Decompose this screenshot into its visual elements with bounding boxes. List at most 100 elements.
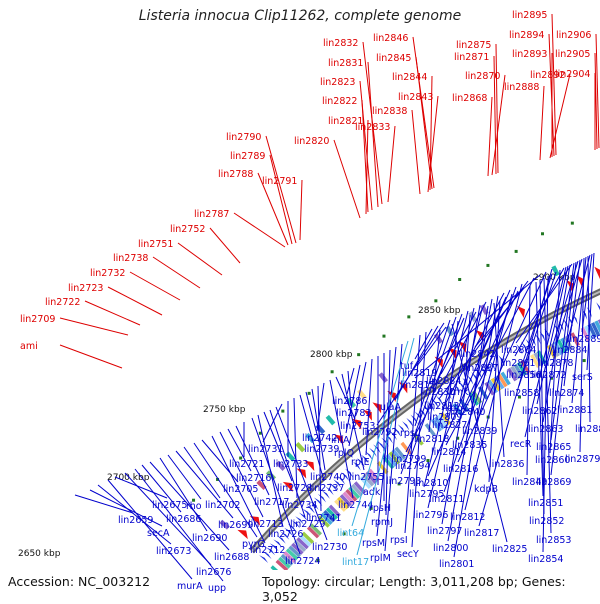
reverse-category-block	[306, 526, 320, 539]
reverse-leader-line	[441, 304, 481, 525]
forward-leader-line	[257, 172, 289, 246]
forward-leader-line	[265, 135, 297, 244]
reverse-gene-label: lin2817	[464, 528, 499, 539]
reverse-leader-line	[526, 284, 531, 476]
reverse-gene-label: lin2862	[522, 406, 557, 417]
reverse-gene-label: lin2797	[427, 526, 462, 537]
forward-gene-label: lin2833	[355, 122, 390, 133]
reverse-leader-line	[586, 252, 595, 371]
reverse-leader-line	[515, 263, 573, 344]
reverse-leader-line	[552, 258, 583, 357]
reverse-leader-line	[293, 397, 298, 499]
reverse-leader-line	[441, 292, 505, 411]
reverse-gene-arrow	[280, 531, 290, 540]
reverse-leader-line	[416, 326, 447, 367]
reverse-gene-label: lin2874	[549, 388, 584, 399]
forward-gene-label: lin2868	[452, 93, 487, 104]
reverse-gene-arrow	[291, 520, 301, 529]
reverse-leader-line	[329, 379, 354, 499]
forward-leader-line	[129, 271, 181, 301]
reverse-gene-arrow	[393, 427, 402, 438]
reverse-category-block	[323, 509, 336, 523]
forward-gene-label: lin2732	[90, 268, 125, 279]
reverse-gene-label: secY	[397, 549, 419, 560]
inner-marker	[369, 506, 373, 510]
forward-gene-label: lin2893	[512, 49, 547, 60]
reverse-leader-line	[459, 308, 483, 402]
reverse-gene-label: lin2793	[386, 476, 421, 487]
forward-gene-arrow	[398, 382, 408, 394]
forward-gene-arrow	[363, 409, 372, 421]
reverse-gene-label: lin2730	[312, 542, 347, 553]
reverse-leader-line	[269, 409, 306, 518]
reverse-leader-line	[451, 323, 508, 543]
kbp-tick-label: 2750 kbp	[203, 405, 246, 415]
forward-gene-label: lin2787	[194, 209, 229, 220]
reverse-category-block	[530, 354, 541, 368]
reverse-leader-line	[341, 373, 365, 471]
reverse-category-block	[400, 441, 412, 455]
inner-marker	[342, 532, 346, 536]
reverse-gene-label: lin2830	[420, 387, 455, 398]
reverse-gene-arrow	[345, 468, 354, 478]
reverse-leader-line	[262, 403, 283, 443]
reverse-gene-label: lin2840	[450, 407, 485, 418]
reverse-leader-line	[211, 435, 266, 544]
forward-leader-line	[233, 212, 286, 248]
reverse-gene-label: rho	[186, 501, 202, 512]
forward-gene-label: lin2790	[226, 132, 261, 143]
reverse-category-block	[293, 539, 307, 553]
reverse-leader-line	[488, 299, 501, 483]
reverse-leader-line	[514, 267, 565, 357]
reverse-gene-arrow	[317, 493, 327, 503]
reverse-gene-label: lin2716	[236, 473, 271, 484]
outer-marker	[570, 221, 574, 225]
reverse-gene-label: lin2889	[567, 334, 600, 345]
kbp-tick-label: 2650 kbp	[18, 549, 61, 559]
reverse-category-block	[437, 414, 449, 428]
reverse-gene-arrow	[539, 331, 546, 342]
forward-leader-line	[177, 242, 223, 276]
reverse-gene-arrow	[333, 479, 342, 489]
reverse-gene-label: lin2878	[538, 358, 573, 369]
reverse-leader-line	[219, 431, 264, 518]
reverse-gene-label: tuf	[400, 361, 414, 372]
reverse-category-block	[570, 332, 580, 347]
forward-leader-line	[595, 33, 600, 149]
forward-leader-line	[387, 125, 396, 203]
reverse-leader-line	[464, 283, 523, 511]
reverse-gene-arrow	[431, 398, 439, 409]
reverse-category-block	[433, 416, 445, 430]
reverse-leader-line	[581, 253, 593, 333]
reverse-leader-line	[183, 446, 221, 499]
forward-leader-line	[333, 139, 361, 219]
reverse-leader-line	[579, 257, 585, 453]
reverse-leader-line	[409, 313, 463, 460]
outer-marker	[434, 299, 438, 303]
reverse-gene-label: serS	[572, 372, 593, 383]
reverse-gene-arrow	[586, 306, 592, 318]
reverse-gene-arrow	[544, 328, 550, 340]
outer-marker	[239, 456, 243, 460]
inner-marker	[397, 482, 401, 486]
forward-gene-arrow	[516, 305, 526, 319]
reverse-leader-line	[348, 361, 367, 447]
forward-category-block	[325, 414, 336, 426]
forward-gene-label: ami	[20, 341, 38, 352]
reverse-gene-label: lint17	[342, 557, 369, 568]
reverse-gene-label: lin2863	[528, 424, 563, 435]
forward-gene-arrow	[237, 529, 248, 540]
inner-marker	[549, 376, 553, 380]
reverse-gene-arrow	[313, 497, 323, 507]
reverse-leader-line	[251, 417, 301, 555]
outer-marker	[514, 249, 518, 253]
reverse-gene-arrow	[302, 508, 312, 518]
forward-category-block	[551, 265, 560, 277]
forward-leader-line	[107, 286, 163, 316]
inner-marker	[582, 359, 586, 363]
outer-marker	[307, 391, 311, 395]
forward-leader-line	[495, 43, 499, 174]
reverse-leader-line	[227, 428, 252, 472]
reverse-gene-arrow	[352, 461, 361, 471]
reverse-gene-arrow	[266, 547, 276, 556]
